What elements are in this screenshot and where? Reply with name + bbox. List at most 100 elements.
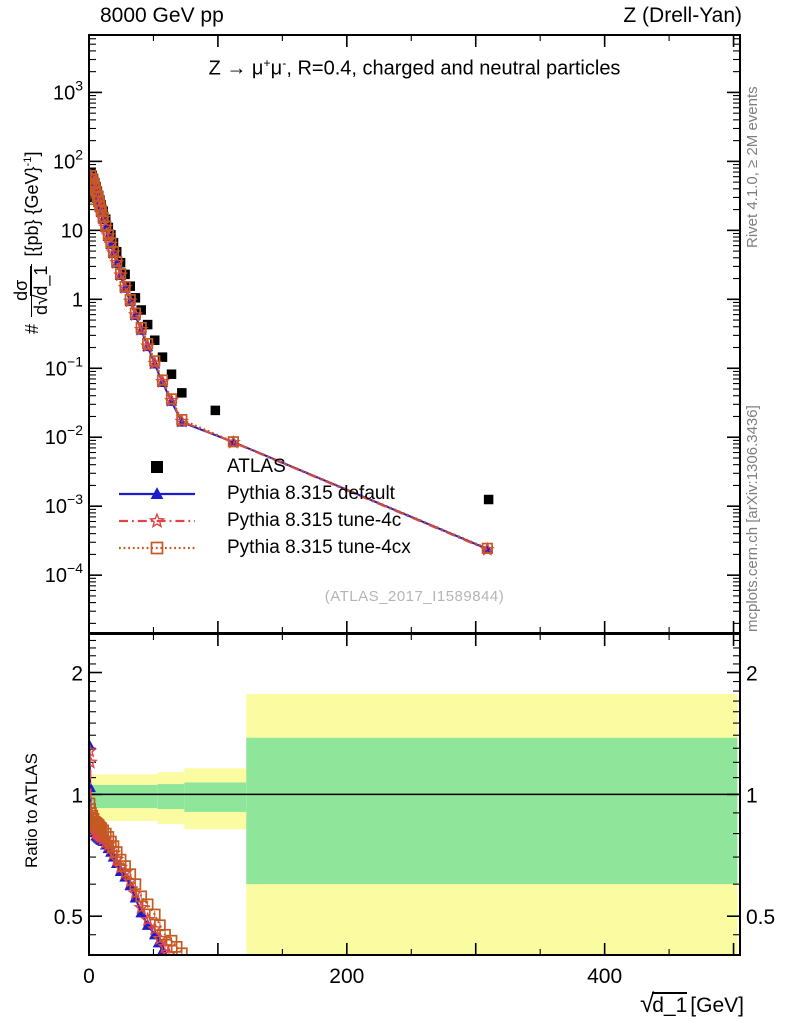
axis-ticks [88,35,740,955]
legend-item-pythia-tune-4cx: Pythia 8.315 tune-4cx [117,534,411,561]
main-y-tick-label: 10−3 [45,491,83,518]
data-point-open-square [95,205,107,217]
data-point-square [106,230,116,240]
main-y-tick-label: 103 [53,77,83,104]
y-units-post: ] [21,151,42,157]
data-point-square [483,494,494,505]
inner-uncertainty-band [184,782,247,812]
ratio-y-tick-label-right: 0.5 [746,906,775,929]
data-point-open-square [89,170,97,182]
ratio-y-tick-label: 1 [71,784,83,807]
data-point-open-square [135,890,148,903]
data-point-open-star [89,754,98,769]
data-point-open-square [111,255,123,267]
plot-title-sup-plus: + [263,56,271,70]
analysis-id-watermark: (ATLAS_2017_I1589844) [324,588,505,605]
x-tick-label: 400 [587,965,622,988]
beam-energy-label: 8000 GeV pp [100,4,224,27]
data-point-square [210,405,221,416]
data-point-open-star [133,899,149,915]
data-point-open-square [110,846,123,858]
data-point-square [177,388,187,398]
main-y-tick-label: 10−1 [45,353,83,380]
sqrt-sign: √ [639,988,655,1018]
plot-title-sup-minus: - [282,56,287,70]
legend-item-pythia-tune-4c: Pythia 8.315 tune-4c [117,507,411,534]
data-point-open-square [119,280,131,293]
data-point-triangle [150,486,164,499]
inner-uncertainty-band [246,737,738,885]
main-y-tick-label: 102 [53,146,83,173]
data-point-open-square [114,268,127,280]
legend-item-pythia-default: Pythia 8.315 default [117,480,411,507]
ratio-y-tick-label: 0.5 [54,906,83,929]
data-point-open-star [139,911,156,927]
legend-label-pythia-tune-4c: Pythia 8.315 tune-4c [227,509,402,531]
denominator-d: d [31,304,52,315]
ratio-panel-frame [88,633,741,956]
legend-label-atlas: ATLAS [227,455,286,477]
y-units-exponent: -1 [21,156,34,167]
data-point-open-square [176,414,188,426]
data-point-open-square [107,840,120,852]
x-tick-label: 0 [83,965,95,988]
data-point-triangle [135,906,148,918]
data-point-open-square [150,541,164,554]
data-point-open-square [102,229,114,241]
y-label-fraction: dσ d√d_1 [11,263,53,317]
series-line [89,803,183,954]
data-point-open-star [157,938,173,954]
data-point-open-square [129,307,142,319]
data-point-open-square [227,436,239,448]
x-axis-units: [GeV] [690,994,744,1017]
main-y-tick-label: 10−2 [45,422,83,449]
data-point-open-square [135,321,147,334]
data-point-open-square [142,337,154,350]
y-label-units: [{pb} {GeV}-1] [22,152,43,257]
data-point-open-star [152,930,168,946]
plot-title-mid: μ [270,57,283,80]
series-line [89,175,488,550]
ratio-y-tick-label: 2 [71,663,83,686]
y-label-denominator: d√d_1 [30,263,53,317]
data-point-open-square [175,947,188,955]
ratio-y-tick-label-right: 1 [746,784,758,807]
data-point-open-star [148,511,166,528]
legend: ATLAS Pythia 8.315 default Pythia 8.315 … [117,453,411,561]
main-y-axis-label: # dσ d√d_1 [{pb} {GeV}-1] [11,152,53,334]
y-units-pre: [{pb} {GeV} [21,166,42,257]
legend-label-pythia-default: Pythia 8.315 default [227,482,395,504]
process-label: Z (Drell-Yan) [623,4,742,27]
data-point-square [149,335,160,345]
inner-uncertainty-band [89,784,158,809]
legend-item-atlas: ATLAS [117,453,411,480]
data-point-open-square [156,374,169,386]
atlas-square-marker-icon [151,460,163,473]
plot-title: Z → μ+μ-, R=0.4, charged and neutral par… [89,56,740,81]
pythia-tune-4c-star-marker-icon [119,511,195,528]
main-y-tick-label: 10 [61,220,83,242]
data-point-open-square [159,928,171,941]
ratio-uncertainty-bands [89,693,738,955]
data-point-open-star [146,920,163,936]
main-y-tick-label: 1 [72,289,83,311]
plot-title-post: , R=0.4, charged and neutral particles [286,57,621,80]
x-axis-label: √ d_1 [GeV] [640,988,744,1019]
data-point-square [166,369,177,379]
series-pythia-8-315-tune-4cx [89,797,188,955]
y-label-prefix: # [21,323,42,334]
plot-title-pre: Z → μ [208,57,264,80]
data-point-square [111,246,122,257]
data-point-square [157,352,168,362]
data-point-open-square [165,393,178,405]
x-tick-label: 200 [329,965,364,988]
data-point-square [136,305,146,315]
y-label-numerator: dσ [11,279,31,301]
data-point-open-square [141,898,154,911]
pythia-default-triangle-marker-icon [119,486,195,499]
data-point-open-square [149,355,161,367]
